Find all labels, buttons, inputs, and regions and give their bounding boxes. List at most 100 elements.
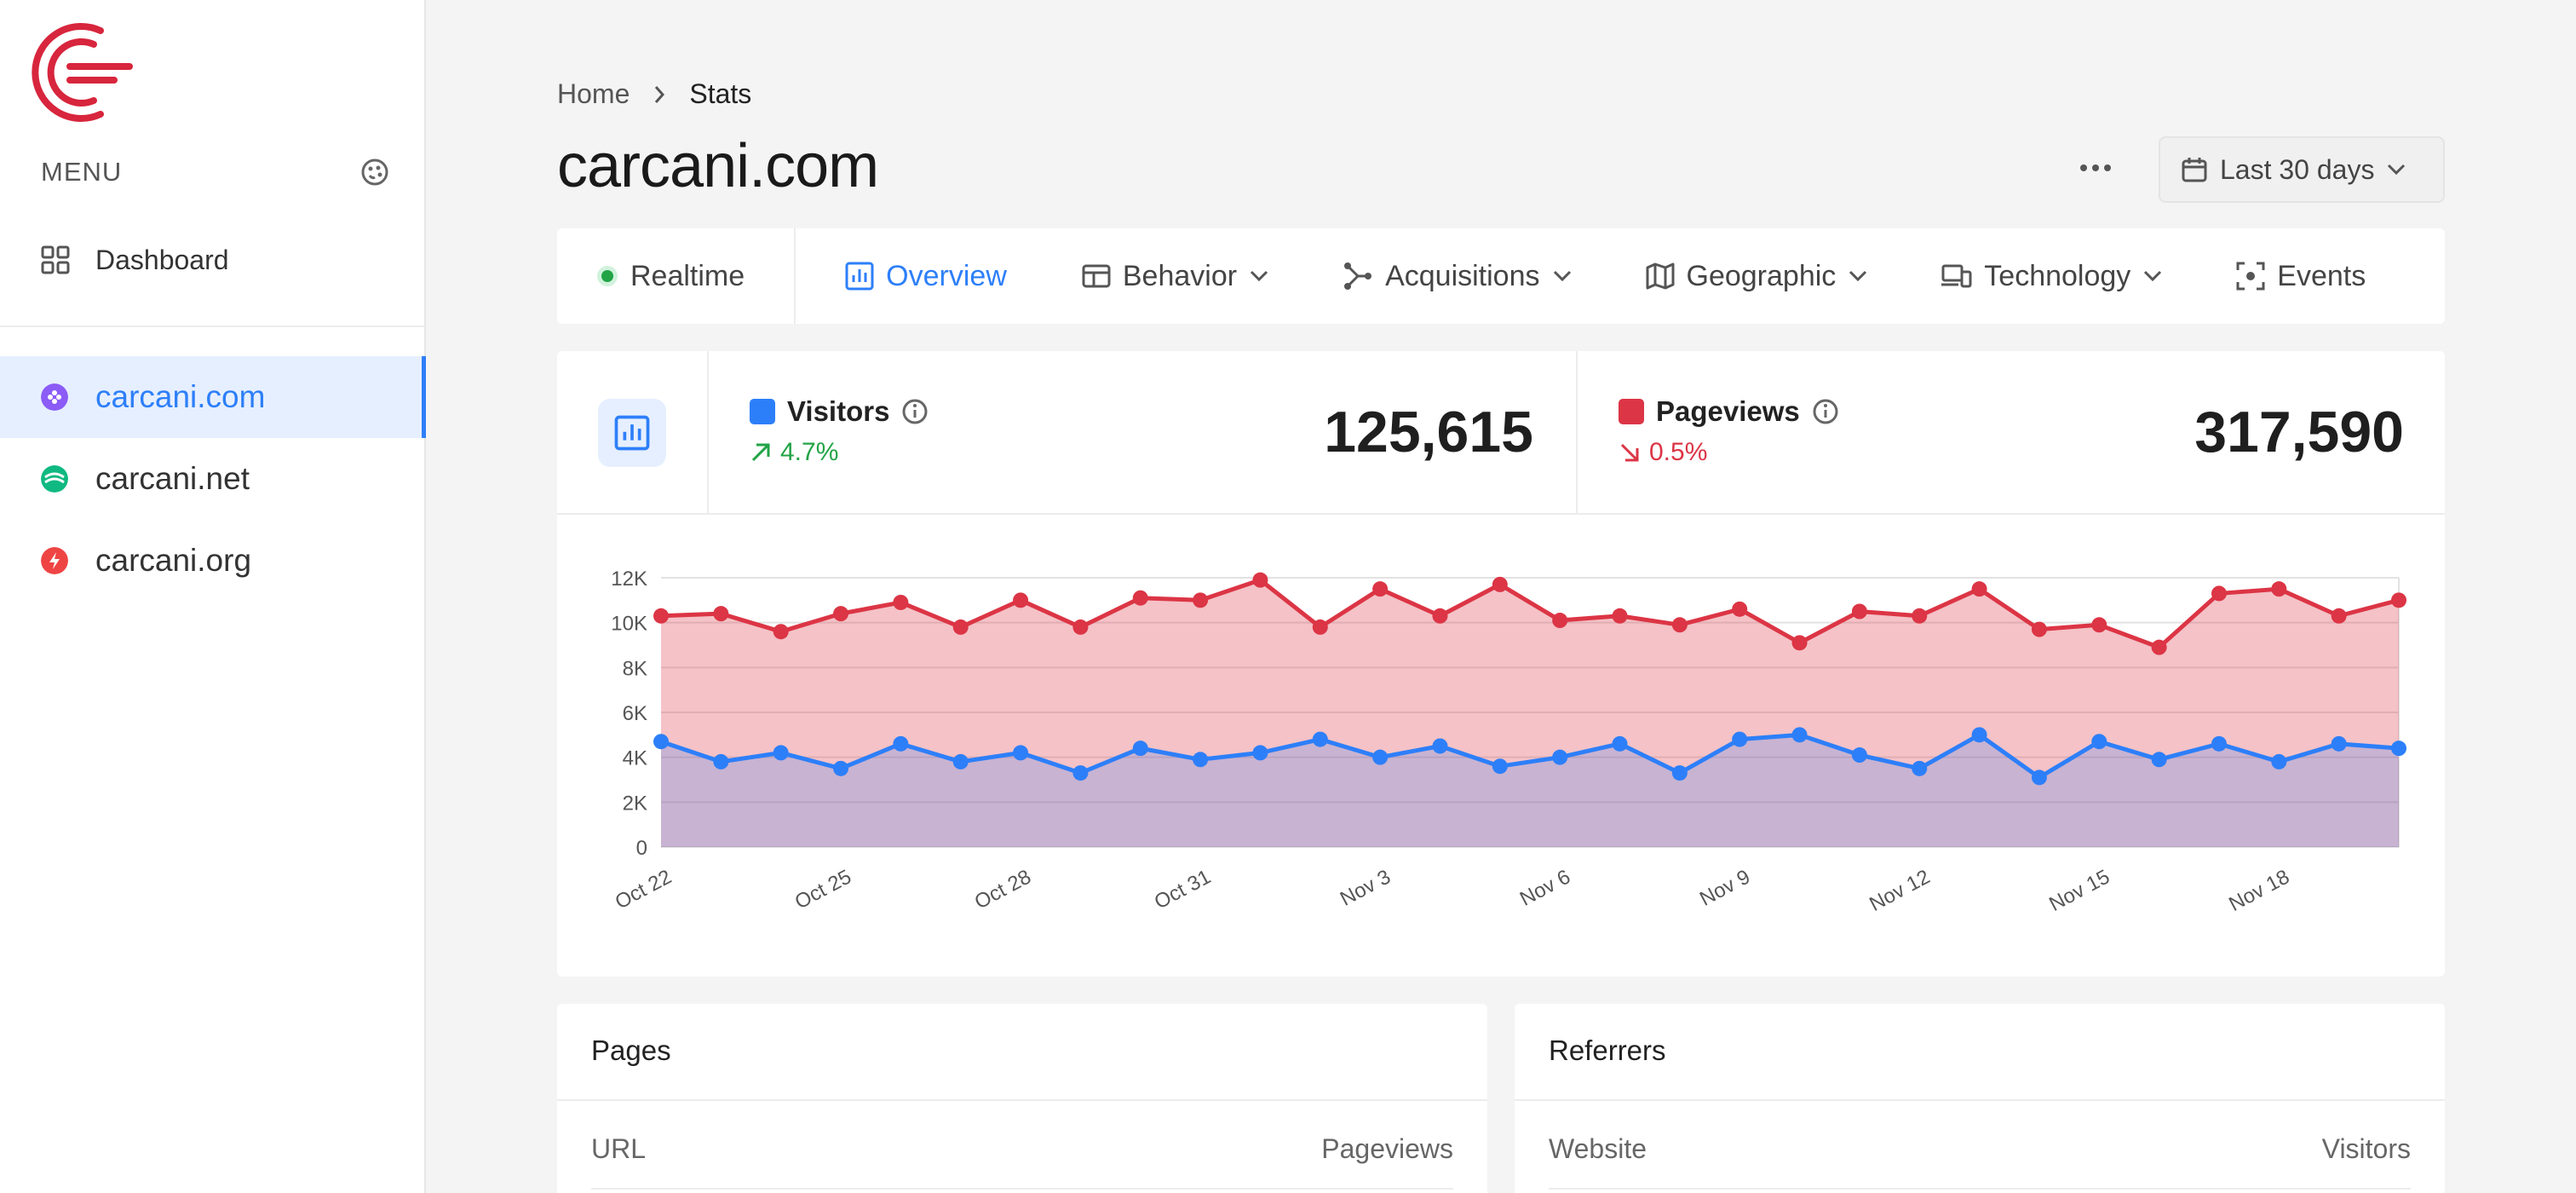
data-point [2151,752,2167,768]
logo-icon[interactable] [26,19,136,126]
data-point [2391,741,2406,757]
panel-divider [1549,1188,2411,1190]
metric-change: 0.5% [1649,438,1708,466]
breadcrumb: Home Stats [557,78,751,110]
data-point [1312,731,1328,747]
sidebar-divider [0,326,426,327]
devices-icon [1941,264,1972,288]
panel-title: Referrers [1549,1035,1666,1066]
x-tick-label: Nov 3 [1337,865,1394,910]
bar-chart-icon [614,415,650,451]
y-tick-label: 10K [611,613,647,636]
tab-events[interactable]: Events [2236,228,2366,324]
x-tick-label: Nov 9 [1696,865,1754,910]
share-nodes-icon [1344,262,1372,290]
x-tick-label: Oct 28 [971,865,1035,913]
data-point [952,753,969,769]
x-tick-label: Nov 12 [1866,865,1934,916]
sidebar-item-label: Dashboard [95,244,229,275]
panel-divider [557,1099,1487,1101]
metric-change: 4.7% [780,438,839,466]
y-tick-label: 2K [623,792,647,815]
chevron-right-icon [655,85,665,103]
date-range-dropdown[interactable]: Last 30 days [2159,136,2445,203]
metric-divider [1576,351,1578,515]
data-point [1612,608,1628,624]
metric-name: Pageviews [1656,395,1800,427]
visitors-swatch [750,399,775,424]
tab-label: Overview [886,259,1007,292]
theme-palette-icon[interactable] [359,157,390,187]
sidebar-item-label: carcani.net [95,461,250,496]
sidebar-item-site-carcani-com[interactable]: carcani.com [0,356,426,438]
metrics-row: Visitors 4.7% 125,615 Pageviews [557,351,2445,515]
info-icon[interactable] [901,398,929,425]
data-point [1671,765,1688,781]
data-point [1791,727,1808,743]
arrow-down-right-icon [1620,443,1639,462]
data-point [1312,619,1328,635]
chevron-down-icon [1849,270,1867,282]
data-point [833,606,849,622]
pageviews-value: 317,590 [2194,400,2404,464]
data-point [1013,745,1029,761]
data-point [893,735,909,752]
series-area [661,735,2399,847]
date-range-label: Last 30 days [2220,153,2375,185]
data-point [713,753,729,769]
data-point [1372,581,1389,597]
info-icon[interactable] [1812,398,1839,425]
x-tick-label: Oct 22 [612,865,676,913]
pageviews-metric[interactable]: Pageviews 0.5% [1619,395,1839,467]
arrow-up-right-icon [751,443,770,462]
data-point [1072,765,1089,781]
tab-acquisitions[interactable]: Acquisitions [1343,228,1572,324]
tab-technology[interactable]: Technology [1941,228,2163,324]
panel-divider [591,1188,1453,1190]
pageviews-swatch [1619,399,1644,424]
stats-nav-tabs: Realtime Overview Behavior Acquisitions [557,228,2445,324]
sidebar-item-site-carcani-net[interactable]: carcani.net [0,438,426,520]
breadcrumb-home-link[interactable]: Home [557,78,630,109]
data-point [2031,621,2047,637]
visitors-value: 125,615 [1324,400,1533,464]
more-horizontal-icon [2080,164,2111,171]
column-header-url: URL [591,1133,647,1164]
visitors-metric[interactable]: Visitors 4.7% [750,395,929,467]
data-point [1193,752,1209,768]
tab-realtime[interactable]: Realtime [557,228,794,324]
data-point [2091,734,2107,750]
data-point [1552,749,1568,765]
tab-overview[interactable]: Overview [796,228,1007,324]
more-options-button[interactable] [2079,147,2121,189]
data-point [1552,613,1568,629]
sidebar-item-site-carcani-org[interactable]: carcani.org [0,520,426,602]
data-point [653,608,669,624]
column-header-visitors: Visitors [2321,1133,2411,1164]
chevron-down-icon [1251,270,1268,282]
grid-icon [41,245,70,274]
metric-divider [707,351,709,515]
visitors-pageviews-chart[interactable]: 0 2K 4K 6K 8K 10K 12K Oct 22 Oct 25 Oct 28 Oct 31 N… [557,515,2445,975]
data-point [653,734,669,750]
metric-name: Visitors [787,395,890,427]
tab-label: Behavior [1122,259,1238,292]
sidebar-item-dashboard[interactable]: Dashboard [41,237,229,283]
tab-geographic[interactable]: Geographic [1646,228,1869,324]
data-point [1971,727,1987,743]
data-point [1432,608,1448,624]
data-point [1851,603,1867,620]
focus-target-icon [2236,262,2265,291]
chevron-down-icon [2144,270,2162,282]
tab-behavior[interactable]: Behavior [1082,228,1269,324]
x-tick-label: Oct 31 [1151,865,1215,913]
data-point [1912,760,1928,776]
data-point [2331,735,2347,752]
chevron-down-icon [2388,164,2406,176]
data-point [1492,758,1508,775]
data-point [1252,745,1268,761]
sidebar-item-label: carcani.org [95,543,252,578]
x-tick-label: Nov 15 [2045,865,2113,916]
data-point [2271,581,2287,597]
data-point [1971,581,1987,597]
